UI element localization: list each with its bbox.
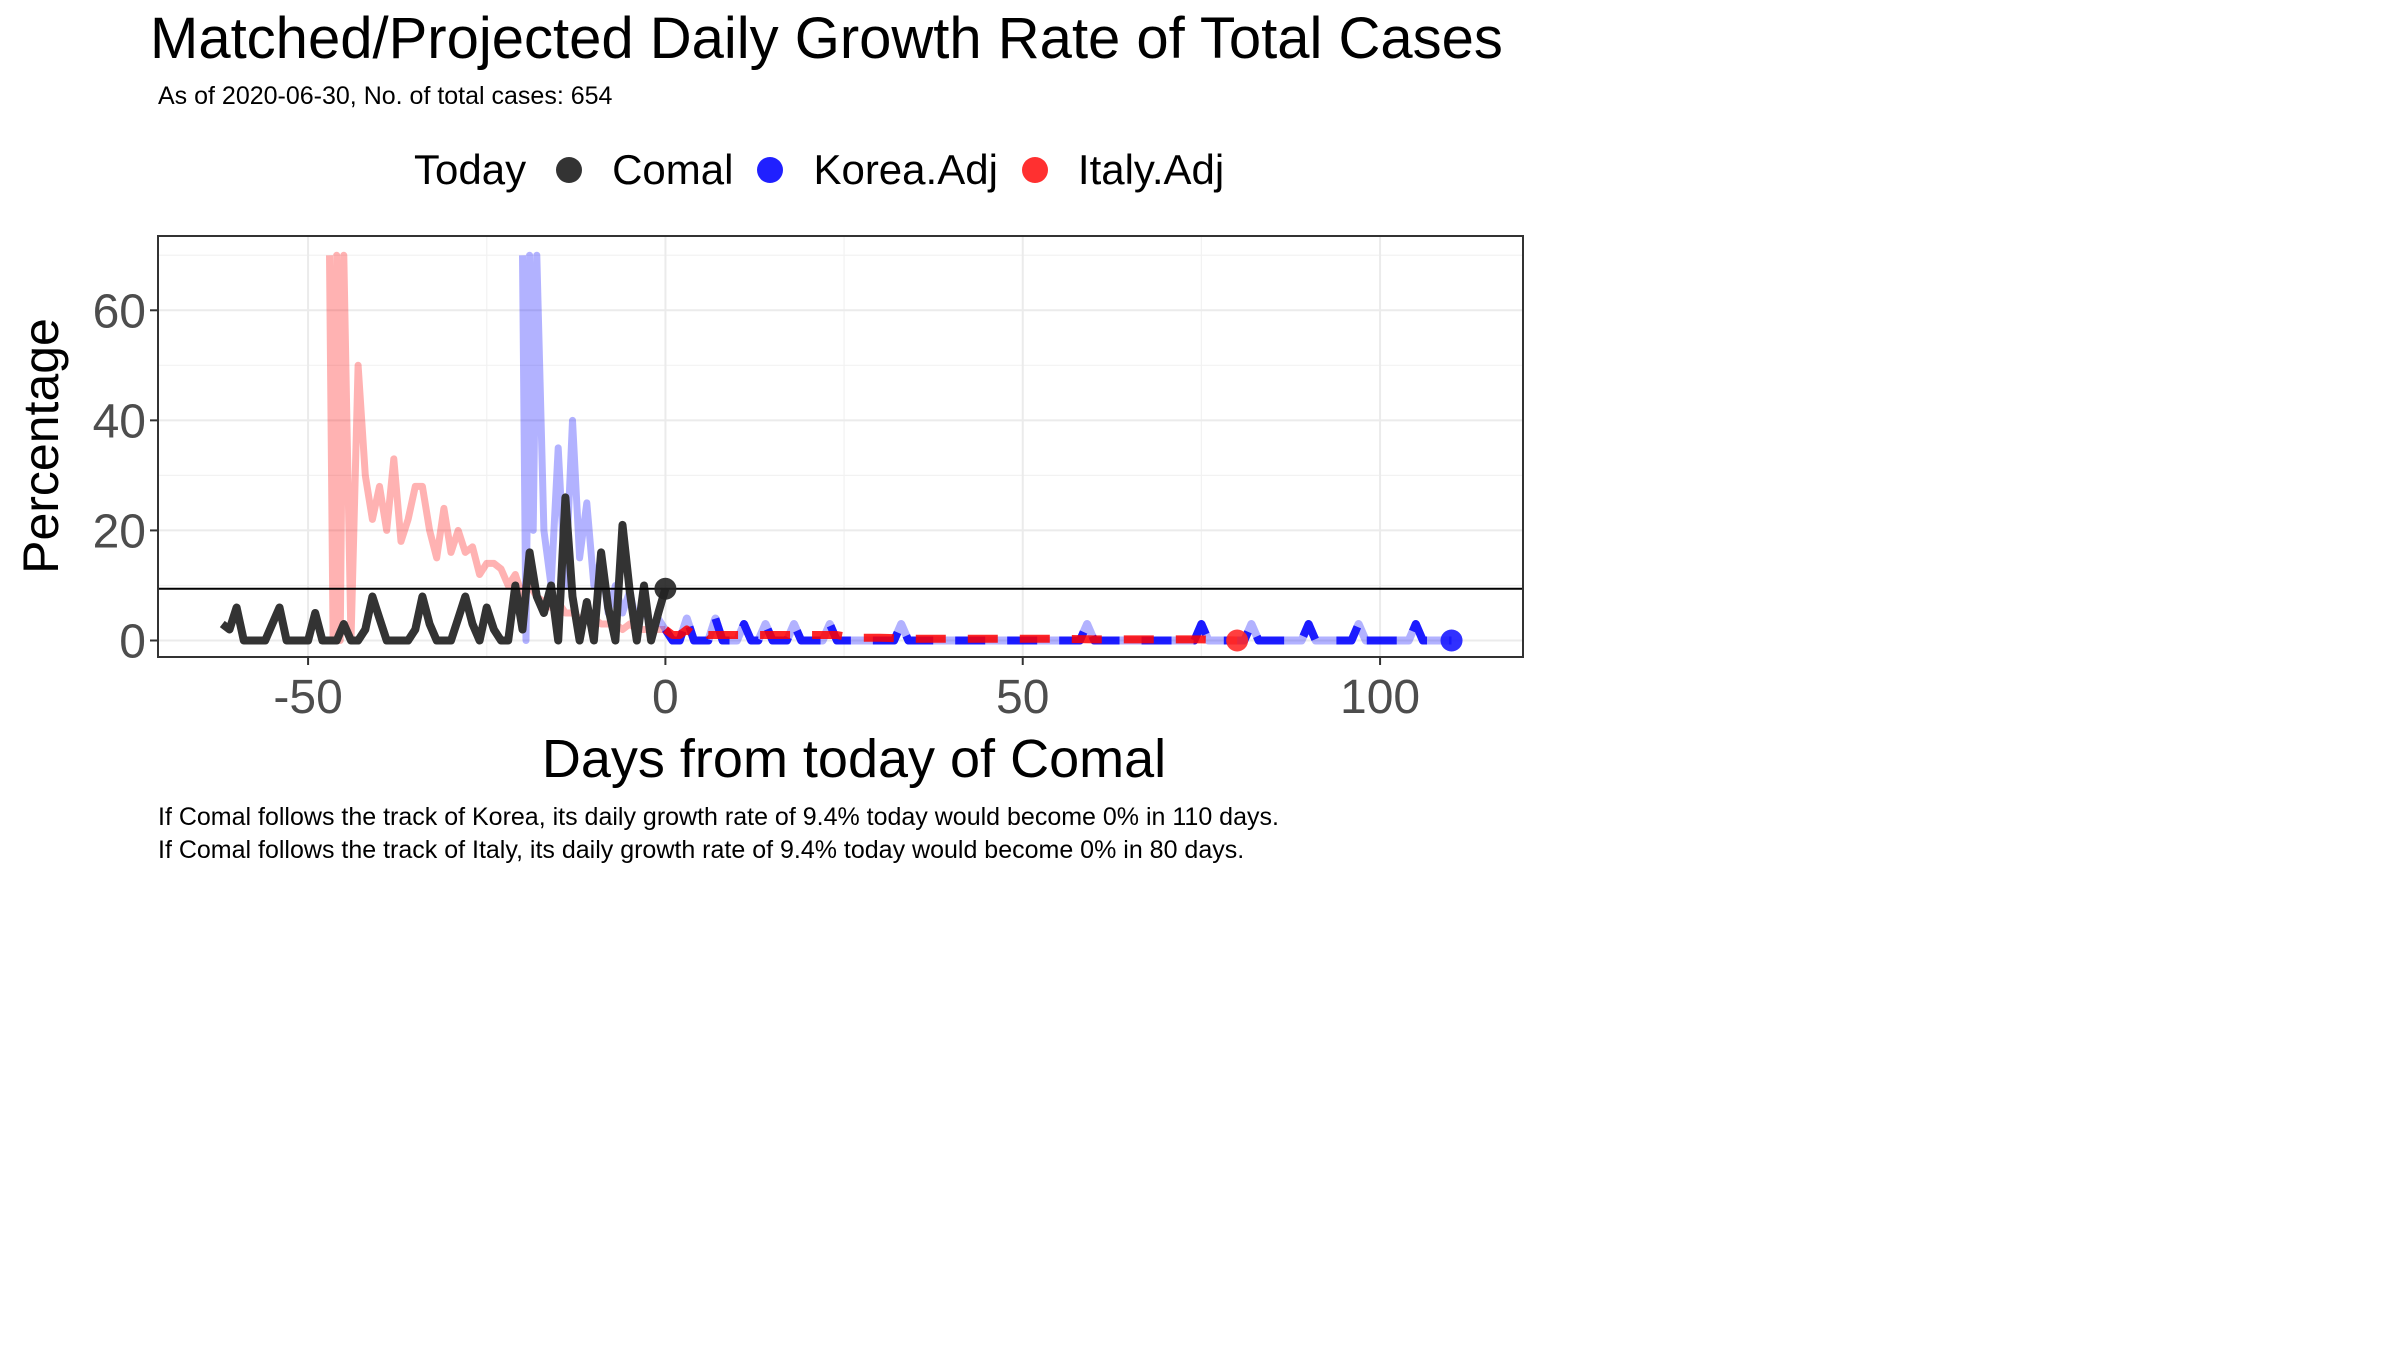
legend-item-comal: Comal xyxy=(556,146,733,194)
legend-item-korea: Korea.Adj xyxy=(757,146,998,194)
today-point-comal xyxy=(654,577,677,600)
y-tick-label: 0 xyxy=(119,615,146,668)
legend-dot-italy xyxy=(1021,157,1048,183)
series-line-italy-past xyxy=(326,251,666,644)
y-tick-label: 60 xyxy=(93,285,146,338)
chart-title: Matched/Projected Daily Growth Rate of T… xyxy=(150,6,1503,71)
legend-title: Today xyxy=(414,146,527,193)
x-axis-label: Days from today of Comal xyxy=(541,729,1167,789)
today-point-korea-adj xyxy=(1440,629,1463,652)
legend-dot-korea xyxy=(757,157,784,183)
x-tick-label: -50 xyxy=(273,671,342,724)
legend-label-korea: Korea.Adj xyxy=(813,146,998,193)
plot-panel xyxy=(158,236,1523,657)
today-point-italy-adj xyxy=(1226,629,1249,652)
y-tick-label: 40 xyxy=(93,395,146,448)
legend-dot-comal xyxy=(556,157,583,183)
x-tick-label: 0 xyxy=(652,671,679,724)
caption-italy: If Comal follows the track of Italy, its… xyxy=(158,836,1245,864)
y-tick-label: 20 xyxy=(93,505,146,558)
legend-item-italy: Italy.Adj xyxy=(1021,146,1225,194)
caption-korea: If Comal follows the track of Korea, its… xyxy=(158,803,1279,831)
x-tick-label: 50 xyxy=(996,671,1049,724)
series-line-korea-projected xyxy=(662,614,1452,645)
series-group xyxy=(158,251,1523,652)
chart-plot: 0 20 40 60 -50 0 50 100 xyxy=(93,235,1524,724)
legend-label-comal: Comal xyxy=(612,146,734,193)
series-line-comal xyxy=(219,493,670,645)
legend-label-italy: Italy.Adj xyxy=(1077,146,1225,193)
series-line-italy-projected xyxy=(662,625,1238,645)
legend: Today Comal Korea.Adj Italy.Adj xyxy=(414,142,1248,198)
plot-border xyxy=(157,235,1524,658)
chart-subtitle: As of 2020-06-30, No. of total cases: 65… xyxy=(158,82,613,110)
y-axis-label: Percentage xyxy=(13,318,69,574)
x-tick-label: 100 xyxy=(1340,671,1420,724)
